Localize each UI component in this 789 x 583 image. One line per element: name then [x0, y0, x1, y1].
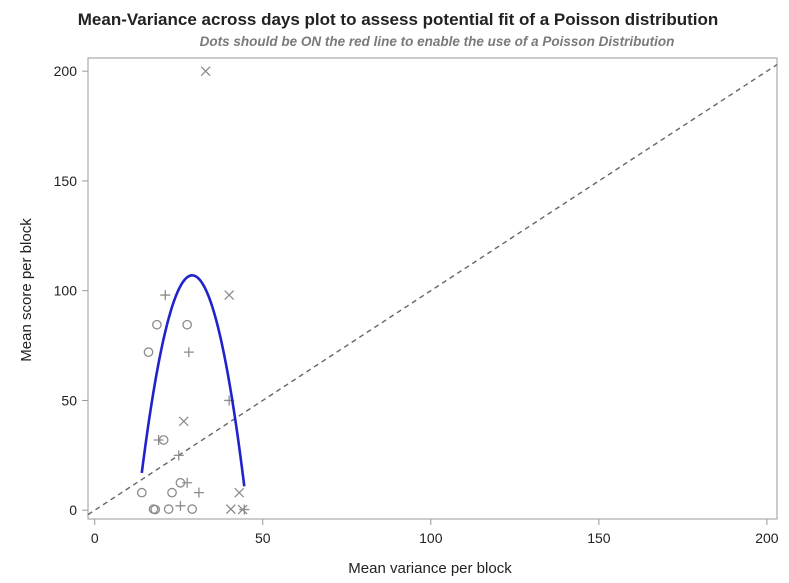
circle-point — [143, 347, 154, 358]
plot-frame — [87, 57, 778, 520]
y-tick-label: 200 — [54, 63, 78, 79]
plus-point — [153, 434, 164, 445]
x-tick-label: 150 — [587, 530, 611, 546]
circle-point — [136, 487, 147, 498]
circle-point — [187, 504, 198, 514]
circle-point — [167, 487, 177, 498]
plus-point — [173, 450, 184, 461]
chart-title: Mean-Variance across days plot to assess… — [78, 10, 719, 29]
x-point — [178, 416, 189, 427]
y-tick-label: 0 — [69, 502, 77, 518]
x-tick-label: 200 — [755, 530, 779, 546]
reference-line — [87, 63, 778, 516]
x-axis: 0 50 100 150 200 — [91, 519, 779, 546]
circle-point — [182, 319, 192, 330]
x-point — [225, 504, 236, 515]
x-axis-label: Mean variance per block — [348, 560, 512, 577]
y-axis-label: Mean score per block — [18, 218, 35, 362]
plus-point — [193, 487, 204, 498]
y-tick-label: 150 — [54, 173, 78, 189]
x-point — [224, 290, 235, 301]
y-tick-label: 100 — [54, 283, 78, 299]
x-tick-label: 50 — [255, 530, 271, 546]
x-point — [234, 487, 245, 498]
y-axis: 0 50 100 150 200 — [54, 63, 88, 518]
x-tick-label: 0 — [91, 530, 99, 546]
plus-point — [182, 477, 193, 488]
x-point — [237, 504, 248, 515]
x-tick-label: 100 — [419, 530, 443, 546]
plus-point — [183, 347, 194, 358]
fitted-curve — [140, 274, 246, 487]
x-point — [200, 66, 211, 77]
data-points — [136, 66, 250, 515]
chart-subtitle: Dots should be ON the red line to enable… — [200, 34, 675, 49]
circle-point — [152, 319, 162, 330]
y-tick-label: 50 — [61, 392, 77, 408]
plus-point — [160, 290, 171, 301]
circle-point — [163, 504, 174, 514]
plus-point — [175, 500, 186, 511]
circle-point — [150, 504, 161, 515]
plus-point — [239, 504, 250, 515]
